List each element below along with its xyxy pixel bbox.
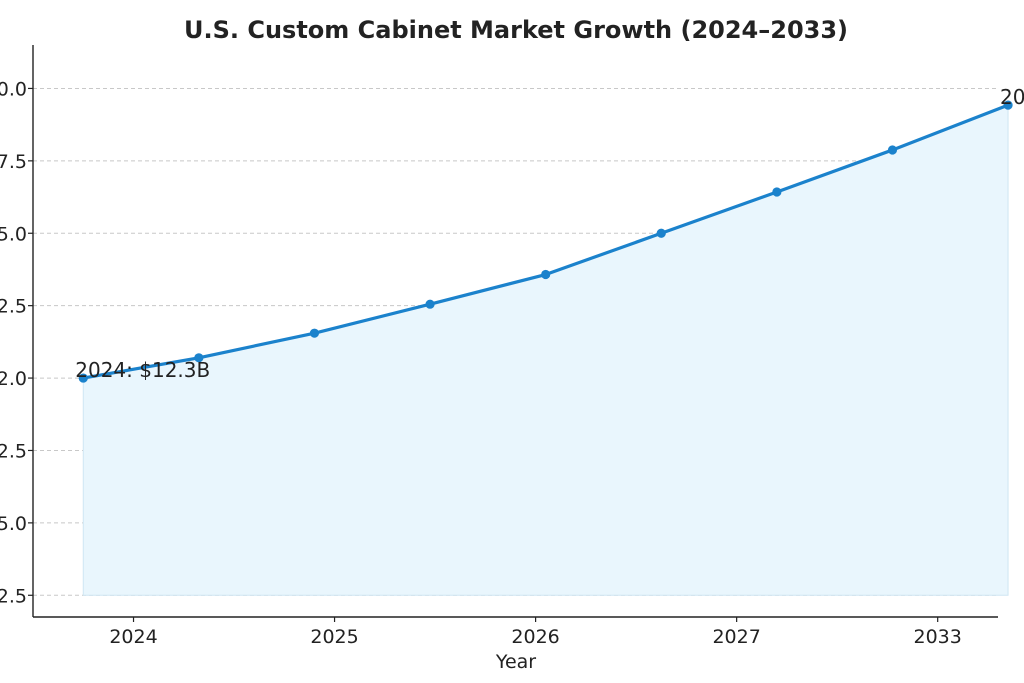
y-tick-label-4: 2.5: [0, 296, 27, 318]
x-tick-label-0: 2024: [109, 626, 157, 648]
y-tick-label-2: 2.5: [0, 440, 27, 462]
y-tick-label-6: 7.5: [0, 151, 27, 173]
area-fill: [82, 104, 1009, 596]
annotations: 2024: $12.3B 2033: $185B: [75, 85, 1024, 382]
x-tick-label-3: 2027: [712, 626, 760, 648]
annotation-0: 2024: $12.3B: [75, 358, 210, 382]
data-point-8: [1003, 100, 1013, 110]
data-point-6: [772, 187, 782, 197]
data-point-0: [78, 373, 88, 383]
x-tick-labels: 2024 2025 2026 2027 2033: [109, 617, 962, 648]
data-point-5: [656, 228, 666, 238]
data-point-4: [541, 269, 551, 280]
data-point-2: [309, 328, 320, 338]
y-tick-labels: 2.5 5.0 2.5 2.0 2.5 5.0 7.5 0.0: [0, 78, 33, 607]
y-tick-label-1: 5.0: [0, 513, 27, 535]
data-point-3: [425, 299, 435, 309]
x-tick-label-4: 2033: [914, 626, 962, 648]
y-tick-label-0: 2.5: [0, 585, 27, 607]
annotation-1: 2033: $185B: [1000, 85, 1024, 109]
y-tick-label-3: 2.0: [0, 368, 27, 390]
data-point-7: [887, 145, 898, 155]
y-tick-label-7: 0.0: [0, 78, 27, 100]
y-tick-label-5: 5.0: [0, 223, 27, 245]
x-tick-label-2: 2026: [511, 626, 559, 648]
x-axis-label: Year: [495, 651, 536, 673]
axes: [32, 45, 998, 618]
x-tick-label-1: 2025: [310, 626, 358, 648]
data-point-1: [194, 353, 204, 363]
data-points: [78, 100, 1013, 383]
chart-title: U.S. Custom Cabinet Market Growth (2024–…: [184, 16, 848, 44]
